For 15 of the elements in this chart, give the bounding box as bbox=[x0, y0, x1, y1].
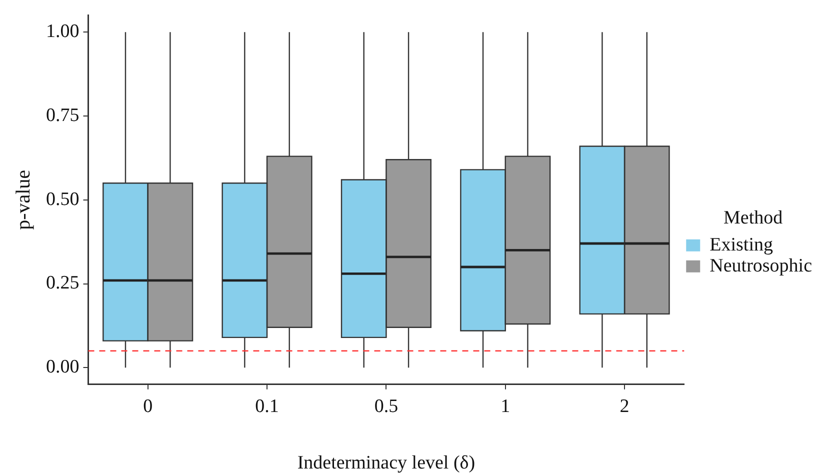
x-tick-label: 2 bbox=[620, 396, 630, 417]
legend-label: Existing bbox=[710, 234, 774, 256]
x-tick-label: 1 bbox=[500, 396, 510, 417]
legend-label: Neutrosophic bbox=[710, 255, 812, 276]
y-tick-label: 1.00 bbox=[46, 21, 80, 42]
y-tick-label: 0.50 bbox=[46, 188, 80, 210]
y-tick-label: 0.00 bbox=[46, 356, 80, 378]
legend-title: Method bbox=[724, 208, 784, 229]
x-axis-title: Indeterminacy level (δ) bbox=[297, 452, 476, 474]
y-tick-label: 0.25 bbox=[46, 272, 80, 294]
x-tick-label: 0.1 bbox=[255, 396, 279, 417]
y-tick-label: 0.75 bbox=[46, 105, 80, 126]
y-axis-title: p-value bbox=[12, 170, 34, 230]
x-tick-label: 0.5 bbox=[374, 396, 398, 417]
x-tick-label: 0 bbox=[143, 396, 153, 417]
